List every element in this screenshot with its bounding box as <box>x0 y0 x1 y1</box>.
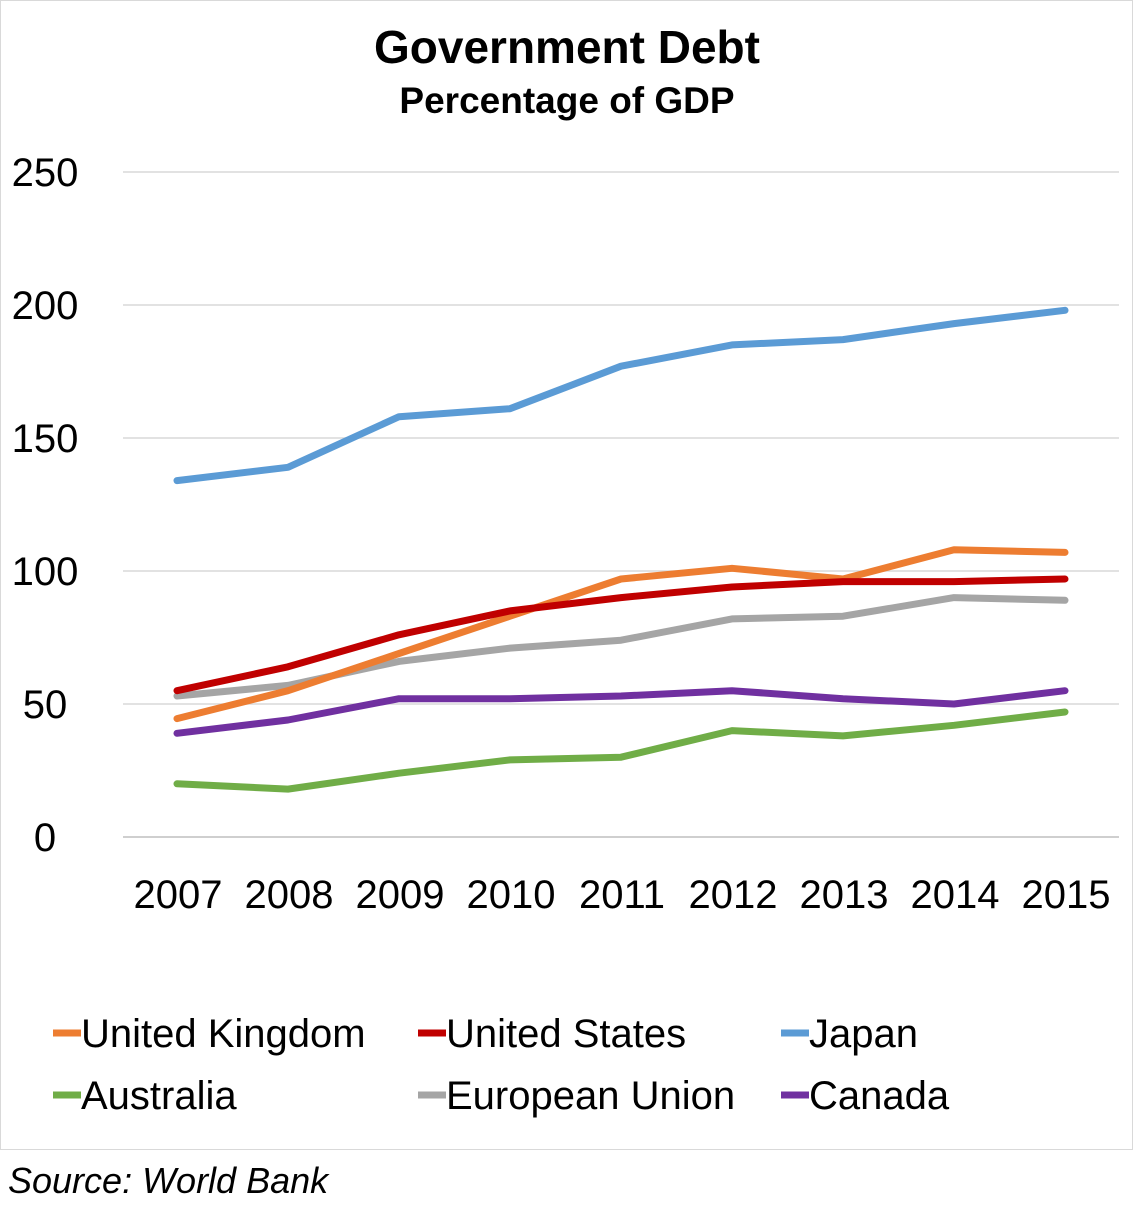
y-tick-label: 50 <box>23 683 68 727</box>
y-tick-label: 200 <box>12 284 79 328</box>
series-line-canada <box>173 687 1069 737</box>
legend-label-australia: Australia <box>81 1074 237 1118</box>
x-axis-ticks: 2007 2008 2009 2010 2011 2012 2013 2014 2015 <box>134 873 1111 917</box>
x-tick-label: 2014 <box>911 873 1000 917</box>
legend-label-european-union: European Union <box>446 1074 735 1118</box>
legend-label-japan: Japan <box>809 1012 918 1056</box>
legend-label-united-states: United States <box>446 1012 686 1056</box>
chart-title: Government Debt <box>374 21 760 73</box>
source-note: Source: World Bank <box>8 1160 329 1201</box>
y-tick-label: 100 <box>12 550 79 594</box>
x-tick-label: 2009 <box>356 873 445 917</box>
x-tick-label: 2010 <box>467 873 556 917</box>
y-tick-label: 250 <box>12 151 79 195</box>
chart-subtitle: Percentage of GDP <box>399 80 734 121</box>
series-line-japan <box>173 306 1069 485</box>
series-line-united-states <box>173 575 1069 695</box>
y-tick-label: 0 <box>34 816 56 860</box>
x-tick-label: 2008 <box>245 873 334 917</box>
x-tick-label: 2015 <box>1022 873 1111 917</box>
chart-area: Government Debt Percentage of GDP 0 50 100… <box>0 0 1133 1150</box>
line-chart: Government Debt Percentage of GDP 0 50 100… <box>12 21 1119 1118</box>
y-axis-ticks: 0 50 100 150 200 250 <box>12 151 79 860</box>
x-tick-label: 2013 <box>800 873 889 917</box>
legend: United Kingdom United States Japan Australi… <box>53 1012 950 1118</box>
gridlines <box>123 171 1119 838</box>
series-line-australia <box>173 708 1069 793</box>
series-lines <box>173 306 1069 793</box>
legend-label-canada: Canada <box>809 1074 950 1118</box>
x-tick-label: 2012 <box>689 873 778 917</box>
legend-label-united-kingdom: United Kingdom <box>81 1012 366 1056</box>
x-tick-label: 2007 <box>134 873 223 917</box>
y-tick-label: 150 <box>12 417 79 461</box>
x-tick-label: 2011 <box>579 873 665 917</box>
series-line-united-kingdom <box>173 546 1069 723</box>
